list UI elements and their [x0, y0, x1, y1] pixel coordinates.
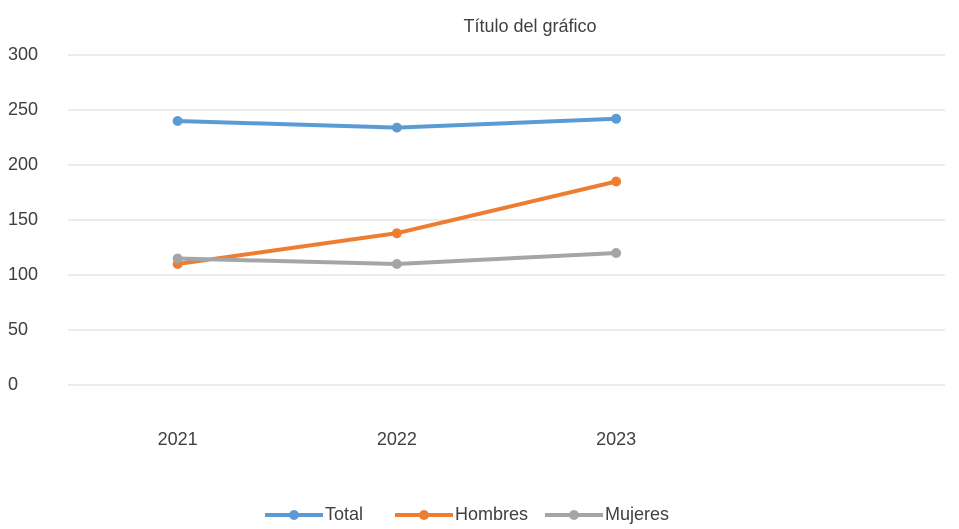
series-marker [611, 176, 622, 187]
legend-label: Mujeres [605, 504, 669, 524]
legend-marker [419, 510, 429, 520]
series-marker [172, 116, 183, 126]
chart-title: Título del gráfico [463, 16, 596, 36]
y-tick-label: 300 [8, 44, 38, 64]
y-tick-label: 100 [8, 264, 38, 284]
series-marker [391, 259, 402, 269]
legend-marker [569, 510, 579, 520]
x-tick-label: 2021 [158, 429, 198, 449]
x-tick-label: 2022 [377, 429, 417, 449]
legend-label: Total [325, 504, 363, 524]
series-marker [172, 253, 183, 264]
series-marker [611, 113, 622, 124]
y-tick-label: 250 [8, 99, 38, 119]
y-tick-label: 200 [8, 154, 38, 174]
legend-marker [289, 510, 299, 520]
y-tick-label: 0 [8, 374, 18, 394]
x-tick-label: 2023 [596, 429, 636, 449]
legend-label: Hombres [455, 504, 528, 524]
series-marker [611, 248, 622, 258]
y-tick-label: 150 [8, 209, 38, 229]
series-marker [391, 228, 402, 239]
series-marker [391, 122, 402, 133]
series-line [177, 179, 617, 266]
y-tick-label: 50 [8, 319, 28, 339]
